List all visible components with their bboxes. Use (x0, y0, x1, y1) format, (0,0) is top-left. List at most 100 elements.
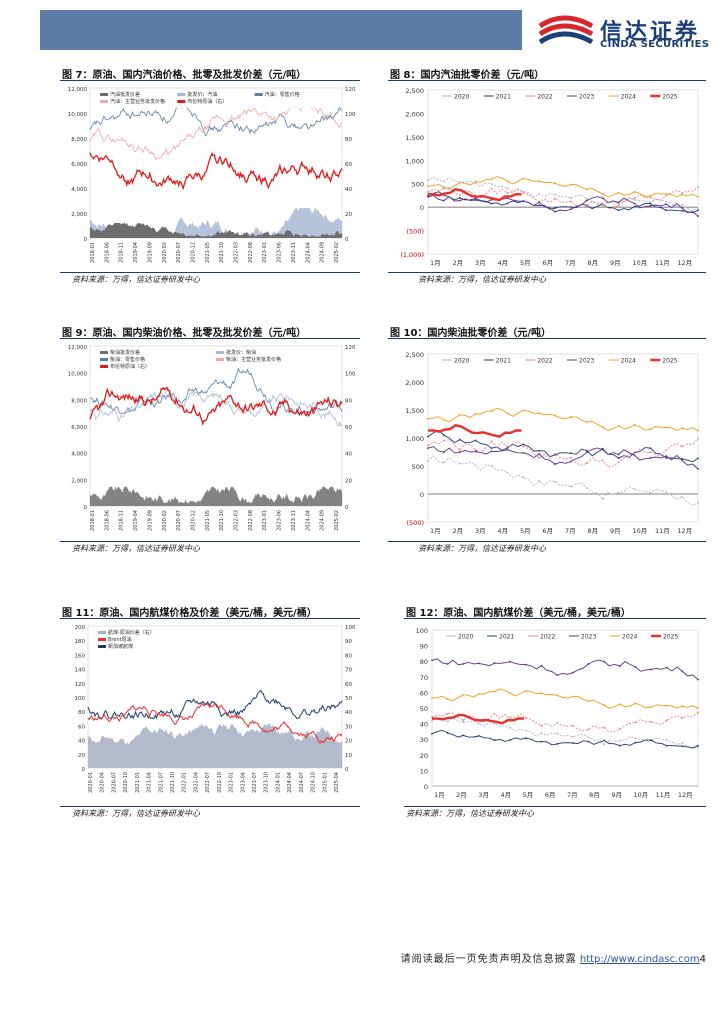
fig8-point (601, 202, 604, 205)
fig10-point (633, 488, 636, 491)
fig11-xtick: 2021-04 (147, 772, 153, 793)
fig11-legend-label: Brent原油 (108, 636, 132, 643)
fig10-point (474, 412, 477, 415)
fig8-point (538, 201, 541, 204)
fig10-point (538, 453, 541, 455)
fig11-ytick: 140 (75, 668, 86, 674)
fig11-xtick: 2024-10 (311, 772, 317, 793)
fig10-series-2022 (427, 438, 699, 468)
fig8-point (506, 202, 509, 205)
fig12-point (587, 740, 590, 743)
fig9-xtick: 2025-02 (334, 510, 340, 531)
fig12-point (634, 737, 637, 740)
fig10-point (490, 410, 493, 412)
fig12-point (540, 740, 543, 743)
fig8-point (585, 204, 588, 207)
fig10-chart: 2,500 2,000 1,500 1,000 500 0 (500) 1月 2月 3月 4月 5月 6… (388, 340, 706, 540)
fig12-point (650, 668, 652, 671)
fig11-source: 资料来源：万得，信达证券研发中心 (72, 809, 200, 818)
fig8-point (665, 209, 668, 212)
fig10-point (490, 465, 493, 467)
fig8-xtick: 5月 (520, 259, 531, 267)
fig10-point (506, 412, 509, 415)
fig12-ytick: 60 (420, 689, 428, 697)
fig12-ytick: 90 (420, 643, 428, 651)
fig8-point (538, 204, 541, 207)
fig12-point (650, 720, 652, 723)
fig10-legend-label: 2023 (579, 358, 594, 365)
fig12-ytick: 20 (420, 752, 428, 760)
fig12-point (681, 745, 684, 748)
fig10-xtick: 8月 (588, 527, 599, 535)
fig8-point (633, 197, 636, 199)
fig7-legend-label: 汽油：主营业务批发价格 (110, 98, 165, 105)
fig11-title-rule (60, 618, 360, 619)
fig12-ytick: 70 (420, 674, 428, 682)
fig8-point (697, 186, 699, 188)
fig12-point (603, 739, 606, 742)
fig7-xtick: 2020-12 (190, 242, 196, 263)
fig9-xtick: 2023-06 (277, 510, 283, 531)
fig10-point (442, 451, 445, 454)
fig8-xtick: 8月 (588, 259, 599, 267)
fig7-legend-swatch (100, 93, 108, 96)
fig8-xtick: 11月 (655, 259, 670, 267)
fig11-y2tick: 0 (345, 767, 349, 773)
fig11-source-rule (60, 806, 360, 807)
fig11-xtick: 2023-07 (252, 772, 258, 793)
fig8-legend-label: 2025 (662, 94, 677, 101)
fig7-legend-label: 汽油：零售价格 (265, 91, 300, 98)
fig11-svg: 2001801601401201008060402001009080706050… (75, 625, 356, 793)
fig8-point (665, 200, 668, 203)
fig12-series-2020 (431, 716, 699, 750)
fig9-legend-swatch (216, 351, 224, 354)
fig10-xtick: 1月 (430, 527, 441, 535)
fig8-xtick: 3月 (475, 259, 486, 267)
fig10-point (585, 449, 588, 452)
fig10-source-rule (388, 541, 706, 542)
fig10-point (554, 414, 556, 417)
fig7-y2tick: 20 (345, 212, 352, 218)
fig12-point (524, 690, 527, 692)
fig12-point (681, 670, 684, 673)
fig8-point (617, 201, 620, 204)
fig11-line-1 (87, 702, 343, 745)
fig12-point (634, 741, 637, 744)
fig10-point (427, 417, 429, 420)
fig8-point (649, 202, 652, 205)
fig8-point (697, 195, 699, 198)
fig8-point (633, 198, 636, 201)
fig8-xtick: 4月 (498, 259, 509, 267)
fig12-point (571, 735, 574, 738)
fig12-point (556, 721, 559, 724)
fig10-point (585, 487, 588, 489)
fig12-point (650, 739, 652, 742)
fig10-point (538, 449, 541, 452)
footer-disclaimer: 请阅读最后一页免责声明及信息披露 (400, 954, 577, 965)
fig12-point (462, 719, 465, 722)
fig9-ytick: 4,000 (71, 452, 87, 458)
fig10-point (665, 426, 668, 429)
fig9-xtick: 2023-11 (291, 510, 297, 531)
fig11-xtick: 2020-10 (123, 772, 129, 793)
fig12-point (509, 660, 512, 663)
fig12-point (540, 664, 543, 667)
fig7-y2tick: 0 (345, 237, 349, 243)
fig8-point (554, 197, 556, 200)
fig12-ytick: 40 (420, 721, 428, 729)
fig10-point (522, 445, 525, 448)
fig12-xtick: 8月 (589, 791, 600, 799)
fig8-point (427, 179, 429, 182)
fig12-xtick: 5月 (523, 791, 534, 799)
fig10-point (649, 457, 652, 459)
footer-url-link[interactable]: http://www.cindasc.com (579, 954, 700, 965)
fig9-ytick: 8,000 (71, 398, 87, 404)
fig10-legend-label: 2020 (454, 358, 469, 365)
fig7-chart: 12,000 10,000 8,000 6,000 4,000 2,000 0 120 100 8… (60, 82, 360, 272)
fig8-ytick: (500) (407, 228, 424, 236)
fig8-point (681, 192, 684, 195)
fig9-line-1 (89, 387, 343, 427)
fig11-ytick: 100 (75, 696, 86, 702)
fig12-xtick: 6月 (545, 791, 556, 799)
